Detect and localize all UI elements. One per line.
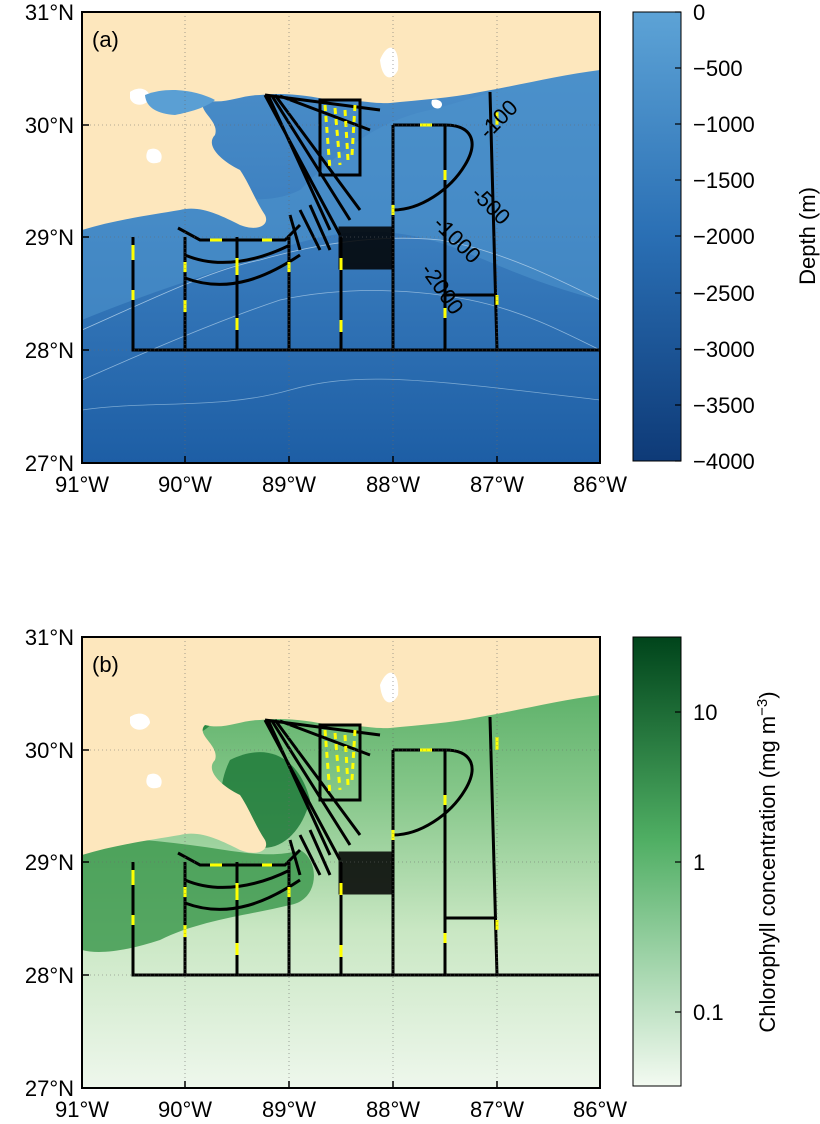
colorbar-tick: 1 (693, 850, 705, 875)
colorbar-ramp (632, 11, 682, 462)
land (82, 637, 600, 855)
x-tick-labels: 91°W 90°W 89°W 88°W 87°W 86°W (55, 472, 627, 497)
panel-b: (b) 91°W 90°W 89°W 88°W 87°W 86°W 31°N 3… (25, 625, 780, 1122)
y-tick-label: 30°N (25, 113, 74, 138)
y-tick-label: 31°N (25, 0, 74, 25)
panel-label: (a) (92, 27, 119, 52)
colorbar-label: Chlorophyll concentration (mg m−3) (754, 691, 780, 1032)
high-chl-region (82, 839, 314, 952)
colorbar-tick: 0 (693, 0, 705, 25)
y-tick-label: 27°N (25, 1076, 74, 1101)
y-tick-label: 30°N (25, 738, 74, 763)
y-tick-label: 28°N (25, 338, 74, 363)
y-tick-label: 31°N (25, 625, 74, 650)
lake (380, 672, 399, 703)
ship-tracks (131, 91, 600, 352)
y-tick-label: 29°N (25, 850, 74, 875)
bay (145, 90, 215, 115)
x-tick-label: 89°W (262, 1097, 316, 1122)
lake (146, 148, 162, 164)
contour-line (82, 290, 600, 381)
x-tick-label: 86°W (573, 472, 627, 497)
tick-marks (81, 11, 601, 464)
tick-marks (81, 636, 601, 1089)
y-tick-label: 29°N (25, 225, 74, 250)
land (82, 12, 600, 230)
colorbar-tick: −2500 (693, 281, 755, 306)
colorbar-ramp (632, 636, 682, 1087)
y-tick-labels: 31°N 30°N 29°N 28°N 27°N (25, 625, 74, 1101)
lake (130, 88, 150, 105)
y-tick-label: 28°N (25, 963, 74, 988)
x-tick-label: 89°W (262, 472, 316, 497)
x-tick-label: 91°W (55, 1097, 109, 1122)
colorbar-tick: 0.1 (693, 1000, 724, 1025)
colorbar-depth: 0 −500 −1000 −1500 −2000 −2500 −3000 −35… (632, 0, 820, 474)
lake (146, 773, 162, 789)
colorbar-chlorophyll: 10 1 0.1 Chlorophyll concentration (mg m… (632, 636, 780, 1087)
colorbar-tick: −3500 (693, 393, 755, 418)
map-a: -100 -500 -1000 -2000 (82, 12, 600, 463)
map-b (82, 637, 600, 1088)
x-tick-label: 87°W (470, 472, 524, 497)
lake (380, 47, 399, 78)
shelf (82, 70, 600, 320)
x-tick-labels: 91°W 90°W 89°W 88°W 87°W 86°W (55, 1097, 627, 1122)
colorbar-label: Depth (m) (795, 187, 820, 285)
x-tick-label: 91°W (55, 472, 109, 497)
colorbar-tick: −1500 (693, 168, 755, 193)
x-tick-label: 88°W (366, 1097, 420, 1122)
colorbar-tick: −1000 (693, 112, 755, 137)
y-tick-labels: 31°N 30°N 29°N 28°N 27°N (25, 0, 74, 476)
colorbar-tick: −3000 (693, 337, 755, 362)
x-tick-label: 86°W (573, 1097, 627, 1122)
x-tick-label: 90°W (158, 472, 212, 497)
panel-label: (b) (92, 652, 119, 677)
x-tick-label: 90°W (158, 1097, 212, 1122)
y-tick-label: 27°N (25, 451, 74, 476)
ship-tracks (131, 716, 600, 977)
x-tick-label: 88°W (366, 472, 420, 497)
lake (130, 713, 150, 730)
colorbar-tick: −2000 (693, 224, 755, 249)
lake (431, 99, 443, 109)
panel-a: -100 -500 -1000 -2000 (a) 91°W 90°W 89°W… (25, 0, 820, 497)
contour-line (82, 378, 600, 411)
colorbar-tick: −4000 (693, 449, 755, 474)
colorbar-tick: 10 (693, 700, 717, 725)
colorbar-tick: −500 (693, 56, 743, 81)
x-tick-label: 87°W (470, 1097, 524, 1122)
